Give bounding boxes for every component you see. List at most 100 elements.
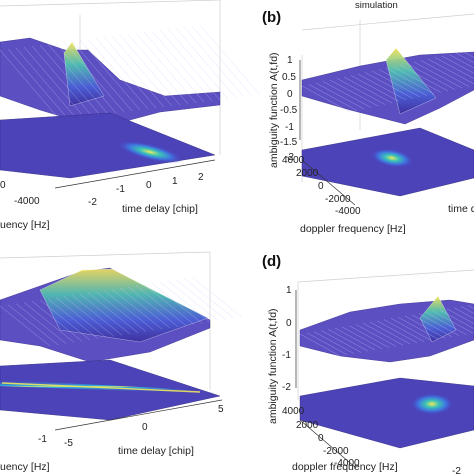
- panel-a: [0, 0, 261, 189]
- panel-c-mesh-line: [127, 286, 179, 327]
- panel-b-ytick-2: 0: [318, 181, 324, 192]
- panel-d: [295, 269, 474, 469]
- panel-d-mesh-line: [313, 331, 355, 354]
- panel-c-mesh-line: [79, 293, 131, 335]
- panel-a-peak: [63, 41, 105, 107]
- panel-b-mesh-line: [448, 54, 474, 69]
- panel-d-mesh-line: [362, 323, 404, 346]
- panel-c-mesh-line: [87, 292, 139, 333]
- panel-c-xlabel: time delay [chip]: [118, 445, 194, 457]
- panel-a-mesh-line: [79, 39, 141, 111]
- panel-a-mesh-line: [143, 31, 205, 103]
- panel-d-mesh-line: [376, 320, 418, 343]
- panel-c-mesh-line: [31, 301, 83, 342]
- panel-b-title: simulation: [355, 0, 398, 11]
- panel-c-ridge: [39, 268, 209, 343]
- panel-a-ytick-1: -4000: [14, 196, 40, 207]
- panel-b-ztick-1: 0.5: [282, 72, 296, 83]
- panel-d-box: [297, 269, 474, 400]
- panel-d-mesh-line: [334, 327, 376, 351]
- panel-c-mesh-line: [103, 290, 155, 331]
- panel-a-mesh-line: [103, 36, 165, 108]
- panel-b-ztick-0: 1: [287, 55, 293, 66]
- panel-c-mesh-line: [183, 278, 235, 319]
- panel-d-mesh-line: [369, 321, 411, 345]
- panel-a-mesh-line: [199, 24, 261, 96]
- panel-b-mesh-line: [413, 61, 463, 89]
- panel-a-xtick-1: -1: [116, 184, 125, 195]
- panel-c-mesh-line: [71, 295, 123, 336]
- panel-b-ztick-5: -1.5: [280, 137, 298, 148]
- panel-b-mesh-line: [385, 67, 435, 95]
- panel-a-xtick-3: 1: [172, 176, 178, 187]
- panel-b-mesh-line: [441, 55, 474, 74]
- panel-b-ztick-2: 0: [287, 89, 293, 100]
- panel-b-zlabel: ambiguity function A(t,fd): [268, 52, 280, 168]
- panel-c-mesh-line: [95, 291, 147, 332]
- panel-b-mesh-line: [315, 82, 365, 110]
- panel-c-mesh-line: [175, 279, 227, 320]
- panel-d-mesh-line: [320, 330, 362, 353]
- panel-d-mesh-line: [397, 317, 439, 340]
- panel-c-mesh-line: [55, 297, 107, 338]
- panel-b-mesh-line: [329, 79, 379, 107]
- panel-a-mesh-line: [0, 49, 61, 121]
- panel-b-mesh-line: [336, 78, 386, 105]
- panel-b-mesh-line: [455, 52, 474, 63]
- panel-b-mesh-line: [308, 84, 358, 111]
- panel-c-mesh-line: [7, 304, 59, 345]
- panel-b-mesh-line: [420, 60, 470, 87]
- panel-d-ytick-1: 2000: [296, 420, 319, 431]
- panel-c-mesh-line: [39, 299, 91, 341]
- panel-c-mesh-line: [15, 303, 67, 344]
- panel-c-mesh-line: [143, 284, 195, 325]
- panel-a-mesh-line: [95, 37, 157, 109]
- panel-a-xtick-4: 2: [198, 172, 204, 183]
- panel-a-mesh-line: [15, 47, 77, 119]
- panel-b-mesh-line: [357, 73, 407, 101]
- panel-c-mesh-line: [167, 280, 219, 321]
- panel-b-mesh-line: [392, 66, 442, 93]
- panel-d-mesh-line: [390, 318, 432, 341]
- panel-d-mesh-line: [418, 313, 460, 336]
- panel-c-mesh-line: [23, 302, 75, 343]
- panel-b-contour-peak: [370, 148, 414, 168]
- panel-c-xtick-1: 0: [142, 422, 148, 433]
- panel-b-mesh-line: [322, 81, 372, 108]
- panel-d-ytick-4: -4000: [334, 458, 360, 469]
- panel-d-mesh-line: [446, 308, 474, 324]
- panel-c-mesh-line: [119, 287, 171, 329]
- panel-b-mesh-line: [364, 72, 414, 99]
- panel-d-ztick-0: 1: [286, 285, 292, 296]
- panel-b-ytick-0: 4000: [282, 155, 305, 166]
- panel-a-mesh-line: [47, 43, 109, 115]
- panel-a-mesh-line: [119, 34, 181, 106]
- panel-c-xtick-0: -5: [64, 438, 73, 449]
- panel-b-xlabel: time d: [448, 203, 474, 215]
- panel-d-mesh-line: [453, 307, 474, 319]
- panel-b-ztick-3: -0.5: [280, 105, 298, 116]
- panel-a-mesh-line: [31, 45, 93, 117]
- panel-d-mesh-line: [383, 319, 425, 342]
- panel-a-contour-plane: [0, 112, 216, 179]
- panel-d-ztick-2: -1: [282, 350, 291, 361]
- panel-b-ytick-4: -4000: [335, 206, 361, 217]
- panel-d-ytick-3: -2000: [323, 446, 349, 457]
- panel-b-mesh-line: [427, 58, 474, 85]
- panel-b-ytick-1: 2000: [296, 168, 319, 179]
- panel-d-zlabel: ambiguity function A(t,fd): [267, 308, 279, 424]
- panel-d-ytick-0: 4000: [282, 406, 305, 417]
- panel-d-mesh-line: [348, 325, 390, 348]
- panel-a-mesh-line: [87, 38, 149, 110]
- panel-d-contour-plane: [299, 377, 474, 449]
- panel-a-mesh-line: [183, 26, 245, 98]
- panel-d-mesh-line: [432, 311, 474, 334]
- panel-a-mesh-line: [39, 44, 101, 116]
- panel-c-mesh-line: [47, 298, 99, 339]
- panel-b-mesh-line: [399, 64, 449, 92]
- panel-b-ztick-4: -1: [285, 122, 294, 133]
- panel-a-mesh-line: [159, 29, 221, 101]
- panel-a-mesh-line: [175, 27, 237, 99]
- panel-b-label: (b): [262, 9, 281, 26]
- panel-d-ylabel: doppler frequency [Hz]: [292, 461, 398, 473]
